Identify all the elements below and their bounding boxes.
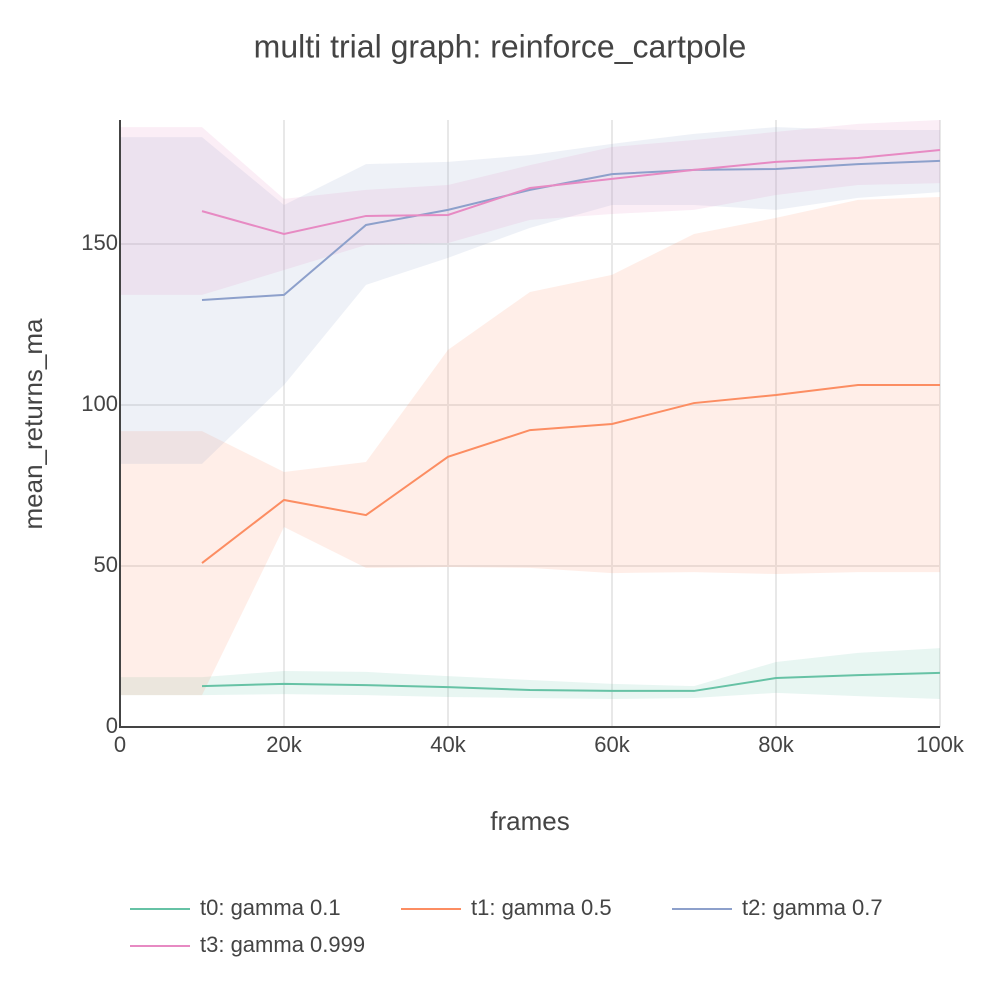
line bbox=[201, 159, 941, 302]
x-tick-label: 60k bbox=[594, 732, 630, 757]
x-tick-label: 100k bbox=[916, 732, 965, 757]
x-tick-label: 80k bbox=[758, 732, 794, 757]
y-tick-label: 100 bbox=[81, 391, 118, 416]
band bbox=[120, 120, 940, 295]
x-tick-label: 0 bbox=[114, 732, 126, 757]
y-tick-label: 0 bbox=[106, 713, 118, 738]
legend-label: t2: gamma 0.7 bbox=[742, 895, 883, 920]
band bbox=[120, 196, 940, 696]
band bbox=[120, 127, 940, 464]
band bbox=[120, 648, 940, 699]
x-tick-label: 40k bbox=[430, 732, 466, 757]
legend-label: t0: gamma 0.1 bbox=[200, 895, 341, 920]
y-tick-label: 50 bbox=[94, 552, 118, 577]
line bbox=[201, 148, 941, 236]
line bbox=[201, 384, 940, 564]
x-axis-title: frames bbox=[490, 806, 569, 836]
y-axis-title: mean_returns_ma bbox=[18, 318, 48, 530]
y-tick-label: 150 bbox=[81, 230, 118, 255]
legend-label: t1: gamma 0.5 bbox=[471, 895, 612, 920]
line bbox=[201, 671, 941, 692]
chart-title: multi trial graph: reinforce_cartpole bbox=[254, 28, 747, 64]
x-tick-label: 20k bbox=[266, 732, 302, 757]
legend-label: t3: gamma 0.999 bbox=[200, 932, 365, 957]
